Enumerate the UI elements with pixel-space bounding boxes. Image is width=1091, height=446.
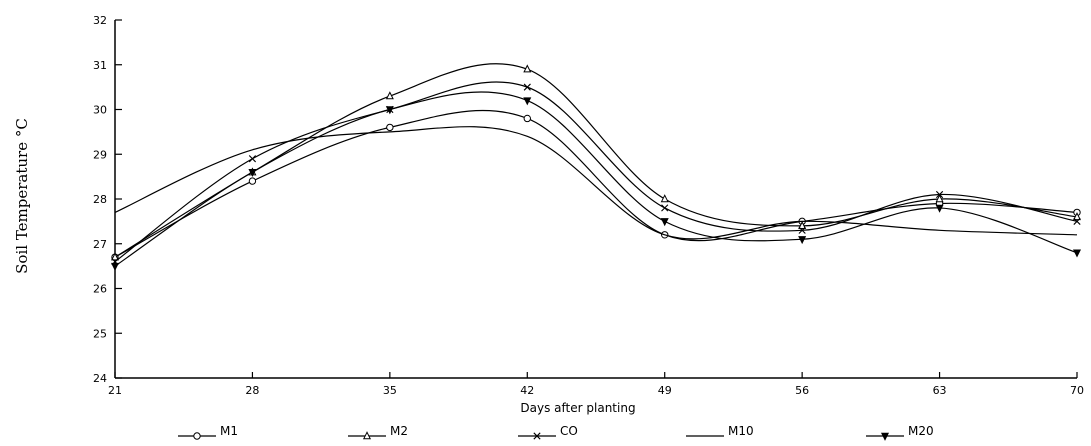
point-m2-49 — [660, 194, 669, 203]
point-co-70 — [1073, 217, 1081, 225]
legend-marker-m1 — [193, 432, 201, 440]
point-m20-70 — [1072, 249, 1082, 258]
legend-marker-m2 — [362, 431, 372, 440]
point-co-56 — [798, 226, 806, 234]
legend-item-m2: M2 — [348, 424, 408, 440]
point-co-42 — [523, 83, 531, 91]
point-co-49 — [661, 204, 669, 212]
series-line-m1 — [114, 109, 1078, 258]
y-axis-title: Soil Temperature °C — [13, 118, 31, 274]
x-axis-title: Days after planting — [520, 401, 635, 415]
series-m20 — [110, 91, 1082, 271]
point-m2-70 — [1072, 212, 1082, 221]
series-line-m10 — [114, 126, 1078, 240]
point-m2-21 — [110, 252, 120, 261]
point-m2-63 — [935, 194, 944, 203]
x-tick-label-42: 42 — [520, 384, 534, 397]
legend-label-m10: M10 — [728, 424, 754, 438]
y-tick-label-26: 26 — [93, 283, 107, 296]
y-tick-label-27: 27 — [93, 238, 107, 251]
legend-item-co: CO — [518, 424, 578, 440]
x-tick-label-21: 21 — [108, 384, 122, 397]
x-ticks: 21 28 35 42 49 56 63 70 — [108, 372, 1084, 397]
point-m2-35 — [385, 91, 394, 100]
legend: M1 M2 CO M10 M20 — [178, 424, 934, 441]
legend-label-m1: M1 — [220, 424, 238, 438]
point-m20-49 — [660, 218, 669, 227]
series-m10 — [114, 126, 1078, 240]
x-tick-label-28: 28 — [245, 384, 259, 397]
legend-item-m10: M10 — [686, 424, 754, 438]
point-co-28 — [248, 155, 257, 163]
point-m1-42 — [523, 114, 531, 123]
point-m20-63 — [935, 204, 944, 213]
series-m1 — [111, 109, 1081, 261]
point-m20-56 — [798, 236, 807, 245]
y-tick-label-24: 24 — [93, 372, 107, 385]
x-tick-label-70: 70 — [1070, 384, 1084, 397]
legend-marker-co — [533, 432, 541, 440]
point-m20-42 — [523, 97, 532, 106]
point-m1-35 — [386, 123, 394, 132]
legend-label-m2: M2 — [390, 424, 408, 438]
x-tick-label-35: 35 — [383, 384, 397, 397]
point-m20-35 — [385, 106, 394, 115]
point-m2-56 — [798, 221, 807, 230]
y-tick-label-29: 29 — [93, 148, 107, 161]
point-m1-28 — [248, 177, 257, 185]
x-tick-label-49: 49 — [658, 384, 672, 397]
y-tick-label-31: 31 — [93, 59, 107, 72]
legend-marker-m20 — [880, 432, 890, 441]
series-line-m20 — [114, 91, 1078, 267]
legend-label-co: CO — [560, 424, 578, 438]
y-tick-label-28: 28 — [93, 193, 107, 206]
point-m20-21 — [110, 262, 120, 271]
x-tick-label-63: 63 — [933, 384, 947, 397]
point-co-63 — [935, 190, 944, 199]
legend-item-m20: M20 — [866, 424, 934, 441]
y-tick-label-25: 25 — [93, 327, 107, 340]
legend-item-m1: M1 — [178, 424, 238, 440]
y-tick-label-32: 32 — [93, 14, 107, 27]
point-m2-42 — [523, 64, 532, 73]
y-tick-label-30: 30 — [93, 104, 107, 117]
series-co — [111, 81, 1081, 266]
y-ticks: 24 25 26 27 28 29 30 31 32 — [93, 14, 122, 385]
x-tick-label-56: 56 — [795, 384, 809, 397]
series-layer — [110, 63, 1082, 271]
point-m20-28 — [248, 168, 257, 177]
series-line-co — [114, 81, 1078, 263]
legend-label-m20: M20 — [908, 424, 934, 438]
series-line-m2 — [114, 63, 1078, 258]
